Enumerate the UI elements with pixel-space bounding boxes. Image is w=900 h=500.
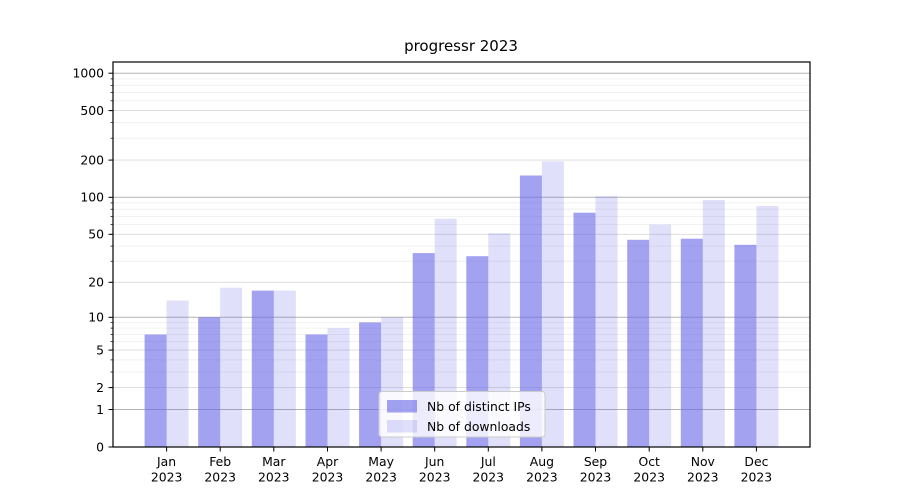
bar-downloads-nov	[702, 200, 725, 447]
bar-downloads-sep	[595, 196, 618, 447]
legend-swatch-distinct-ips	[387, 400, 417, 413]
bar-distinct-ips-nov	[680, 238, 703, 447]
y-tick-label-2: 2	[96, 380, 104, 395]
x-tick-label-mar: Mar 2023	[258, 454, 290, 485]
x-tick-label-oct: Oct 2023	[633, 454, 665, 485]
y-tick-label-200: 200	[80, 152, 104, 167]
y-tick-label-0: 0	[96, 439, 104, 454]
bar-downloads-jun	[434, 218, 457, 447]
x-tick-label-nov: Nov 2023	[687, 454, 719, 485]
y-tick-label-20: 20	[88, 275, 104, 290]
x-tick-label-may: May 2023	[365, 454, 397, 485]
x-tick-label-jun: Jun 2023	[419, 454, 451, 485]
legend-swatch-downloads	[387, 420, 417, 433]
x-tick-label-sep: Sep 2023	[580, 454, 612, 485]
bar-downloads-apr	[327, 328, 350, 447]
x-tick-label-jul: Jul 2023	[473, 454, 505, 485]
bar-distinct-ips-dec	[734, 244, 757, 447]
bar-distinct-ips-may	[359, 322, 382, 447]
bar-downloads-dec	[756, 206, 779, 447]
y-tick-label-1000: 1000	[72, 66, 104, 81]
bar-distinct-ips-jan	[144, 334, 167, 447]
plot-border	[112, 61, 811, 448]
bar-downloads-oct	[649, 224, 672, 447]
y-tick-label-50: 50	[88, 227, 104, 242]
axis-labels: 0 1 2 5 10 20 50 100 200 500 1000 Jan 2023 Feb 2023 Mar…	[72, 66, 772, 485]
x-tick-label-jan: Jan 2023	[151, 454, 183, 485]
legend: Nb of distinct IPs Nb of downloads	[378, 391, 546, 438]
chart-title: progressr 2023	[404, 37, 518, 55]
bar-distinct-ips-apr	[305, 334, 328, 447]
x-tick-label-dec: Dec 2023	[741, 454, 773, 485]
bar-downloads-feb	[220, 287, 243, 447]
x-tick-label-aug: Aug 2023	[526, 454, 558, 485]
bar-downloads-mar	[273, 290, 296, 447]
bar-downloads-aug	[541, 161, 564, 447]
legend-label-downloads: Nb of downloads	[427, 419, 530, 434]
y-tick-label-500: 500	[80, 103, 104, 118]
bar-distinct-ips-aug	[519, 175, 542, 447]
x-tick-label-apr: Apr 2023	[312, 454, 344, 485]
y-tick-label-10: 10	[88, 310, 104, 325]
x-tick-label-feb: Feb 2023	[204, 454, 236, 485]
bar-distinct-ips-mar	[251, 290, 274, 447]
axes	[108, 61, 811, 452]
legend-label-distinct-ips: Nb of distinct IPs	[427, 399, 531, 414]
bar-distinct-ips-feb	[198, 317, 221, 447]
y-tick-label-100: 100	[80, 190, 104, 205]
y-tick-label-5: 5	[96, 342, 104, 357]
bar-distinct-ips-oct	[627, 239, 650, 447]
y-tick-label-1: 1	[96, 402, 104, 417]
bar-distinct-ips-sep	[573, 212, 596, 447]
legend-box	[378, 391, 546, 438]
bar-downloads-jan	[166, 300, 189, 447]
